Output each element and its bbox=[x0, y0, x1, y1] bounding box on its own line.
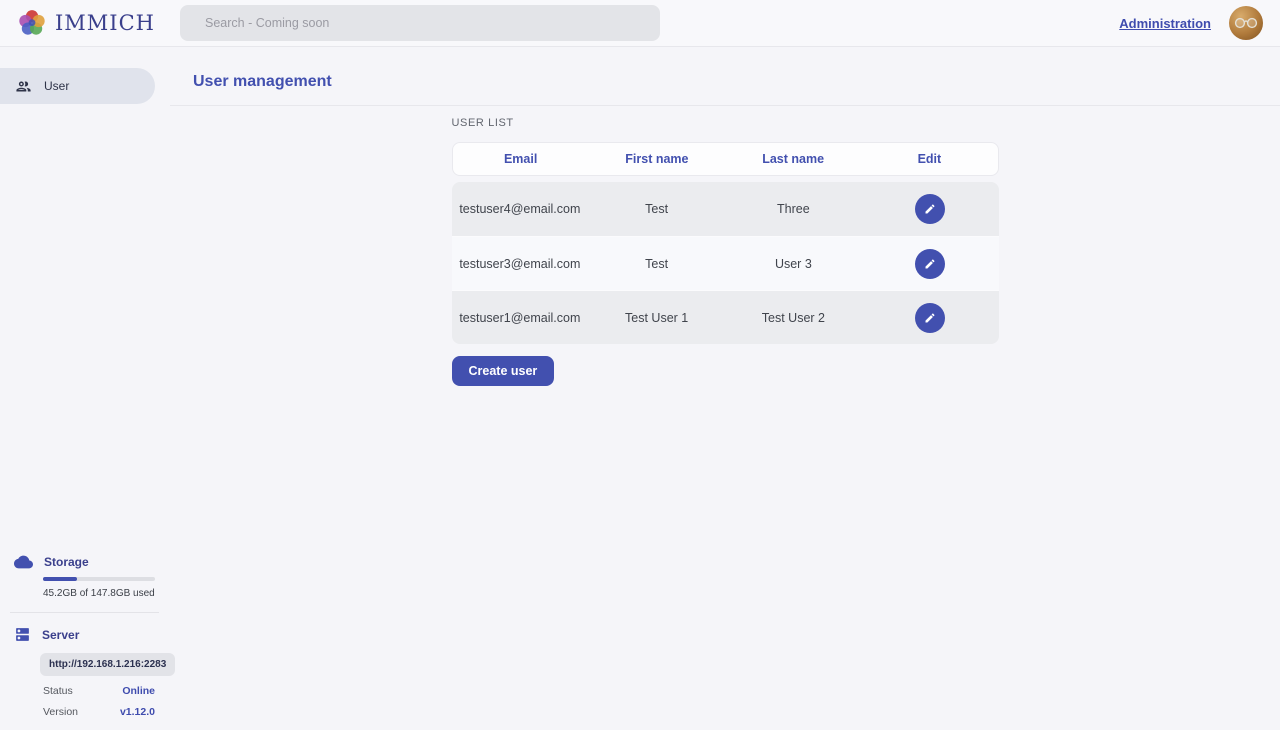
storage-title: Storage bbox=[44, 555, 89, 569]
user-list-section: USER LIST Email First name Last name Edi… bbox=[451, 117, 999, 386]
users-icon bbox=[16, 81, 31, 91]
cell-email: testuser3@email.com bbox=[459, 256, 581, 271]
administration-link[interactable]: Administration bbox=[1119, 15, 1211, 31]
main-content: User management USER LIST Email First na… bbox=[170, 48, 1280, 730]
create-user-button[interactable]: Create user bbox=[451, 356, 555, 386]
storage-usage-text: 45.2GB of 147.8GB used bbox=[43, 588, 155, 599]
server-icon bbox=[16, 628, 29, 641]
app-title: IMMICH bbox=[55, 11, 155, 35]
storage-progress-fill bbox=[43, 577, 78, 581]
user-table-body: testuser4@email.com Test Three testuser3… bbox=[451, 182, 999, 344]
edit-user-button[interactable] bbox=[915, 302, 946, 333]
page-header: User management bbox=[170, 48, 1280, 106]
cell-last-name: Test User 2 bbox=[761, 310, 825, 325]
cell-email: testuser4@email.com bbox=[459, 202, 581, 216]
edit-user-button[interactable] bbox=[915, 248, 946, 279]
server-version-row: Version v1.12.0 bbox=[43, 706, 155, 718]
pencil-icon bbox=[925, 258, 935, 268]
server-url-chip: http://192.168.1.216:2283 bbox=[40, 653, 176, 676]
version-label: Version bbox=[43, 706, 79, 718]
cell-last-name: User 3 bbox=[774, 256, 812, 271]
cell-email: testuser1@email.com bbox=[459, 310, 581, 325]
pencil-icon bbox=[925, 204, 935, 214]
cell-last-name: Three bbox=[777, 202, 810, 216]
column-header-edit: Edit bbox=[917, 152, 942, 166]
storage-progress bbox=[43, 577, 155, 581]
sidebar-item-user[interactable]: User bbox=[0, 68, 155, 104]
cell-first-name: Test User 1 bbox=[625, 310, 689, 325]
user-avatar[interactable] bbox=[1229, 6, 1263, 40]
cell-first-name: Test bbox=[645, 202, 669, 216]
sidebar-item-label: User bbox=[44, 79, 70, 93]
table-row: testuser1@email.com Test User 1 Test Use… bbox=[451, 290, 999, 344]
sidebar-footer: Storage 45.2GB of 147.8GB used Server ht… bbox=[0, 555, 176, 718]
search-bar bbox=[180, 5, 660, 41]
table-row: testuser3@email.com Test User 3 bbox=[451, 236, 999, 290]
version-value: v1.12.0 bbox=[119, 706, 155, 718]
app-logo[interactable]: IMMICH bbox=[0, 8, 180, 38]
sidebar-divider bbox=[10, 612, 159, 613]
topbar: IMMICH Administration bbox=[0, 0, 1280, 47]
search-input[interactable] bbox=[180, 5, 660, 41]
status-value: Online bbox=[122, 685, 155, 697]
cell-first-name: Test bbox=[645, 256, 669, 271]
pencil-icon bbox=[925, 312, 935, 322]
immich-logo-icon bbox=[19, 10, 45, 35]
table-header: Email First name Last name Edit bbox=[451, 142, 999, 176]
column-header-first-name: First name bbox=[625, 152, 689, 166]
glasses-icon bbox=[1234, 17, 1258, 29]
table-row: testuser4@email.com Test Three bbox=[451, 182, 999, 236]
server-title: Server bbox=[42, 627, 80, 642]
server-status-row: Status Online bbox=[43, 685, 155, 697]
storage-section: Storage bbox=[14, 555, 170, 569]
column-header-email: Email bbox=[503, 152, 538, 166]
section-title: USER LIST bbox=[451, 117, 514, 129]
page-title: User management bbox=[193, 73, 332, 90]
cloud-icon bbox=[14, 555, 33, 569]
server-section: Server bbox=[14, 626, 170, 643]
column-header-last-name: Last name bbox=[762, 152, 825, 166]
edit-user-button[interactable] bbox=[915, 194, 946, 224]
status-label: Status bbox=[43, 685, 73, 697]
sidebar: User Storage 45.2GB of 147.8GB used Serv… bbox=[0, 48, 176, 730]
